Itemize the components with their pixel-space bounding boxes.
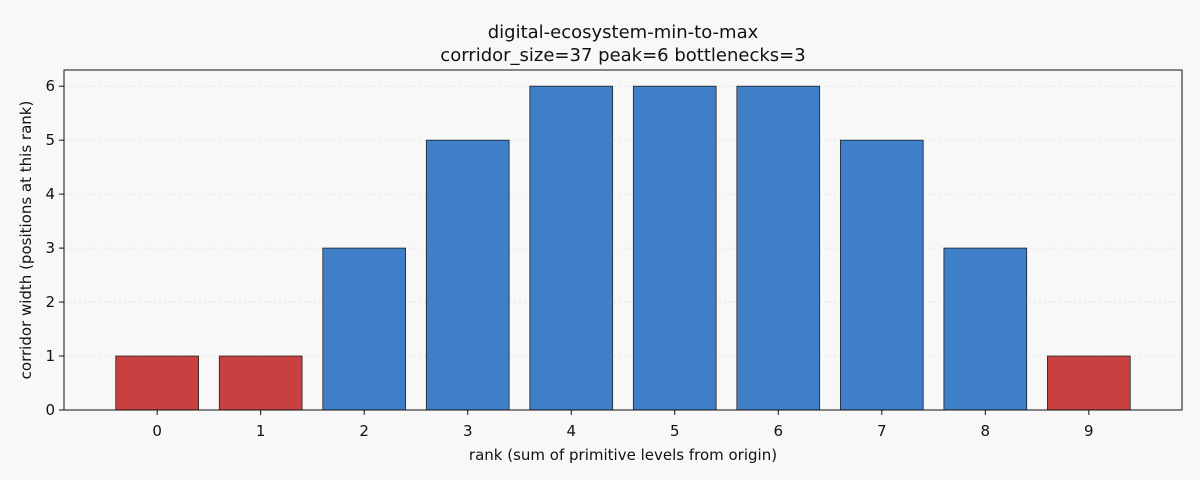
bars <box>115 85 1131 411</box>
x-axis-label: rank (sum of primitive levels from origi… <box>469 446 777 464</box>
x-tick-label: 7 <box>877 422 887 440</box>
bar <box>839 139 924 411</box>
bar-bottleneck <box>1047 355 1131 411</box>
x-tick-label: 5 <box>670 422 680 440</box>
x-axis-ticks: 0 1 2 3 4 5 6 7 8 9 <box>152 410 1094 440</box>
chart-subtitle: corridor_size=37 peak=6 bottlenecks=3 <box>440 45 805 66</box>
x-tick-label: 3 <box>463 422 473 440</box>
x-tick-label: 6 <box>774 422 784 440</box>
y-axis-label: corridor width (positions at this rank) <box>17 101 35 380</box>
x-tick-label: 9 <box>1084 422 1094 440</box>
x-tick-label: 2 <box>359 422 369 440</box>
y-tick-label: 2 <box>45 293 55 311</box>
bar-bottleneck <box>115 355 199 411</box>
chart-title: digital-ecosystem-min-to-max <box>488 22 759 43</box>
y-tick-label: 5 <box>45 131 55 149</box>
bar <box>322 247 407 411</box>
bar <box>736 85 821 411</box>
y-axis-ticks: 0 1 2 3 4 5 6 <box>45 77 64 419</box>
x-tick-label: 1 <box>256 422 266 440</box>
y-tick-label: 6 <box>45 77 55 95</box>
bar <box>632 85 717 411</box>
y-tick-label: 3 <box>45 239 55 257</box>
y-tick-label: 0 <box>45 401 55 419</box>
x-tick-label: 0 <box>152 422 162 440</box>
bar <box>425 139 510 411</box>
bar-bottleneck <box>218 355 303 411</box>
x-tick-label: 4 <box>566 422 576 440</box>
y-tick-label: 1 <box>45 347 55 365</box>
x-tick-label: 8 <box>981 422 991 440</box>
plot-frame <box>63 69 1183 411</box>
bar <box>529 85 614 411</box>
bar <box>943 247 1028 411</box>
y-tick-label: 4 <box>45 185 55 203</box>
